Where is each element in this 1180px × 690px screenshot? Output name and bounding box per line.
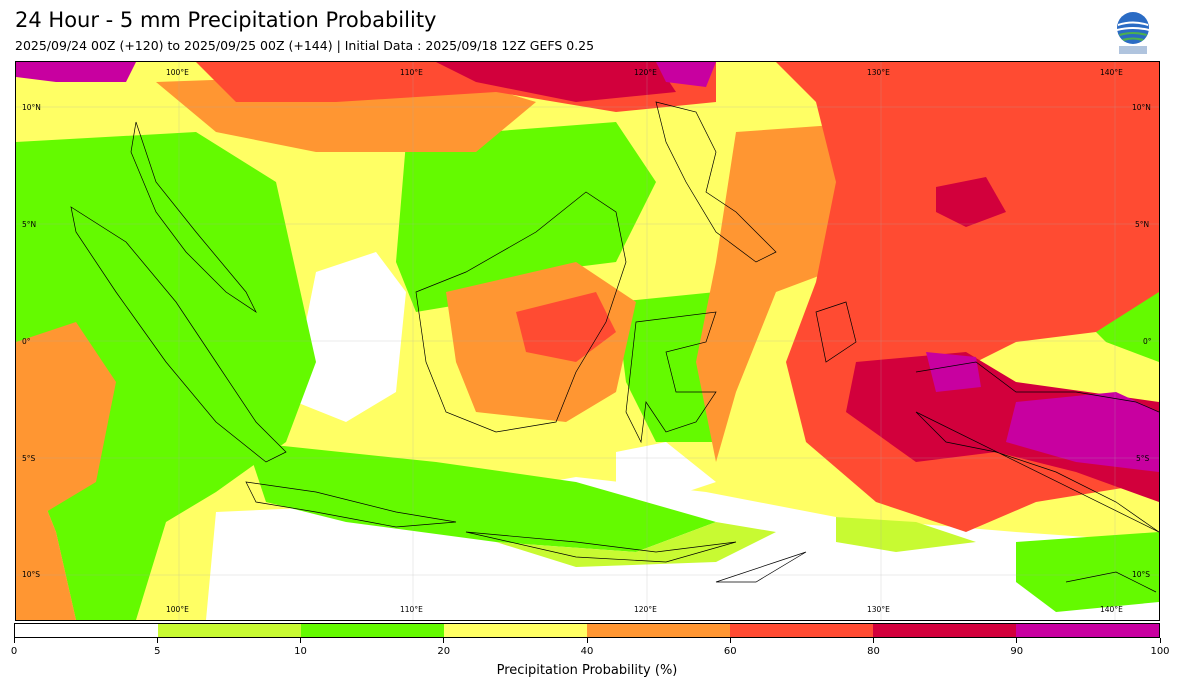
colorbar-tick-label: 0 [10, 646, 18, 657]
lon-label-100e-top: 100°E [166, 68, 189, 77]
green-field-central [396, 122, 656, 312]
lon-label-120e-top: 120°E [634, 68, 657, 77]
lat-label-5s-right: 5°S [1136, 454, 1150, 463]
coastline-sumatra [70, 206, 287, 463]
crimson-field-pacific [936, 177, 1006, 227]
colorbar-tick [443, 638, 445, 643]
colorbar-segment [444, 624, 587, 637]
colorbar-tick-label: 5 [154, 646, 161, 657]
colorbar-segment [1016, 624, 1159, 637]
colorbar-segment [587, 624, 730, 637]
colorbar-tick [873, 638, 874, 643]
lat-label-0-left: 0° [22, 337, 31, 346]
lon-label-130e-top: 130°E [867, 68, 890, 77]
colorbar-segment [730, 624, 873, 637]
lon-label-110e-bottom: 110°E [400, 605, 423, 614]
chart-subtitle: 2025/09/24 00Z (+120) to 2025/09/25 00Z … [15, 38, 595, 53]
colorbar-tick [1016, 638, 1018, 643]
colorbar-tick-label: 60 [723, 646, 737, 657]
colorbar-tick [13, 638, 15, 643]
colorbar-tick-label: 90 [1010, 646, 1024, 657]
lat-label-10n-right: 10°N [1132, 103, 1151, 112]
coastline-philippines [655, 101, 777, 263]
lon-label-130e-bottom: 130°E [867, 605, 890, 614]
coastline-timor [715, 551, 807, 583]
lat-label-10s-left: 10°S [22, 570, 41, 579]
colorbar-segment [158, 624, 301, 637]
magenta-field-north-centre [656, 62, 716, 87]
map-gridlines [16, 62, 1159, 620]
coastline-malay-peninsula [130, 121, 257, 314]
coastline-java [245, 481, 457, 528]
chart-title: 24 Hour - 5 mm Precipitation Probability [15, 8, 437, 32]
colorbar-tick [729, 638, 731, 643]
coastline-borneo [415, 191, 627, 433]
lon-label-110e-top: 110°E [400, 68, 423, 77]
green-field-lesser-sunda [246, 442, 716, 552]
lon-label-140e-bottom: 140°E [1100, 605, 1123, 614]
colorbar-segment [301, 624, 444, 637]
magenta-field-newguinea [1006, 392, 1159, 472]
crimson-field-newguinea [846, 352, 1159, 502]
lat-label-5n-left: 5°N [22, 220, 37, 229]
lat-label-10n-left: 10°N [22, 103, 41, 112]
colorbar-tick-label: 40 [580, 646, 594, 657]
lon-label-120e-bottom: 120°E [634, 605, 657, 614]
coastline-lesser-sunda [465, 531, 737, 563]
white-zone-timor [616, 442, 716, 502]
probability-map [15, 61, 1160, 621]
colorbar-tick-label: 20 [437, 646, 451, 657]
colorbar-tick [300, 638, 301, 643]
colorbar-title: Precipitation Probability (%) [496, 663, 678, 678]
colorbar-segment [873, 624, 1016, 637]
orange-field-west [16, 322, 116, 512]
colorbar-tick [156, 638, 158, 643]
magenta-field-northwest [16, 62, 136, 82]
colorbar [14, 623, 1160, 638]
crimson-field-north [436, 62, 676, 102]
lat-label-5s-left: 5°S [22, 454, 36, 463]
red-field-borneo [516, 292, 616, 362]
colorbar-segment [15, 624, 158, 637]
white-zone-java-sea [296, 252, 406, 422]
colorbar-tick [1159, 638, 1161, 643]
colorbar-tick-label: 10 [294, 646, 307, 657]
lime-fringe-bandasea [836, 517, 976, 552]
lime-fringe-south [496, 522, 776, 567]
lat-label-10s-right: 10°S [1132, 570, 1151, 579]
colorbar-tick-label: 80 [867, 646, 880, 657]
coastline-new-guinea [915, 361, 1159, 533]
magenta-field-bird-head [926, 352, 981, 392]
coastline-sulawesi [625, 311, 717, 444]
lon-label-140e-top: 140°E [1100, 68, 1123, 77]
lon-label-100e-bottom: 100°E [166, 605, 189, 614]
coastline-australia [1065, 571, 1157, 593]
coastlines [70, 101, 1159, 593]
bmkg-logo-icon [1113, 11, 1153, 55]
colorbar-tick [586, 638, 588, 643]
coastline-halmahera [815, 301, 857, 363]
green-field-southeast [1016, 532, 1159, 612]
colorbar-tick-label: 100 [1150, 646, 1170, 657]
lat-label-0-right: 0° [1143, 337, 1152, 346]
lat-label-5n-right: 5°N [1135, 220, 1150, 229]
